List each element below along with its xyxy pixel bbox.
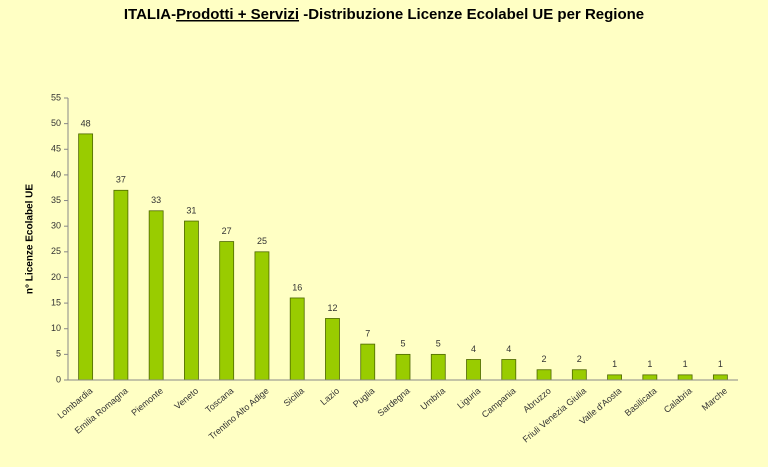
bar — [289, 297, 305, 381]
value-label: 27 — [222, 226, 232, 236]
bar — [501, 359, 517, 381]
value-label: 5 — [400, 339, 405, 349]
bar — [642, 374, 658, 381]
bar — [677, 374, 693, 381]
title-part: Prodotti + Servizi — [176, 6, 299, 23]
value-label: 4 — [471, 344, 476, 354]
value-label: 33 — [151, 195, 161, 205]
value-label: 4 — [506, 344, 511, 354]
bar — [712, 374, 728, 381]
y-tick-label: 15 — [51, 297, 61, 307]
value-label: 48 — [81, 118, 91, 128]
value-label: 1 — [647, 359, 652, 369]
bar — [325, 318, 340, 381]
title-part: ITALIA- — [124, 6, 176, 23]
y-tick-label: 35 — [51, 195, 61, 205]
value-label: 2 — [542, 354, 547, 364]
value-label: 16 — [292, 282, 302, 292]
y-tick-label: 0 — [56, 374, 61, 384]
value-label: 31 — [186, 205, 196, 215]
value-label: 37 — [116, 175, 126, 185]
value-label: 1 — [718, 359, 723, 369]
bar — [607, 374, 622, 381]
y-tick-label: 25 — [51, 246, 61, 256]
y-tick-label: 20 — [51, 272, 61, 282]
bar — [219, 241, 235, 381]
bar — [430, 353, 446, 381]
value-label: 2 — [577, 354, 582, 364]
bar — [148, 210, 164, 381]
y-tick-label: 30 — [51, 221, 61, 231]
bar — [254, 251, 270, 381]
bar — [360, 343, 376, 381]
bar — [571, 369, 587, 381]
bar — [113, 189, 129, 381]
y-tick-label: 5 — [56, 349, 61, 359]
y-tick-label: 55 — [51, 92, 61, 102]
y-axis-label: n° Licenze Ecolabel UE — [25, 184, 36, 294]
chart-title: ITALIA-Prodotti + Servizi -Distribuzione… — [124, 6, 644, 23]
value-label: 25 — [257, 236, 267, 246]
bar — [466, 359, 481, 381]
y-tick-label: 40 — [51, 169, 61, 179]
title-part: -Distribuzione Licenze Ecolabel UE per R… — [299, 6, 644, 23]
y-tick-label: 45 — [51, 144, 61, 154]
bar — [184, 220, 199, 381]
bar — [395, 353, 411, 381]
bar — [78, 133, 94, 381]
value-label: 1 — [683, 359, 688, 369]
value-label: 12 — [327, 303, 337, 313]
y-tick-label: 10 — [51, 323, 61, 333]
y-tick-label: 50 — [51, 118, 61, 128]
value-label: 1 — [612, 359, 617, 369]
value-label: 5 — [436, 339, 441, 349]
bar — [536, 369, 552, 381]
value-label: 7 — [365, 328, 370, 338]
